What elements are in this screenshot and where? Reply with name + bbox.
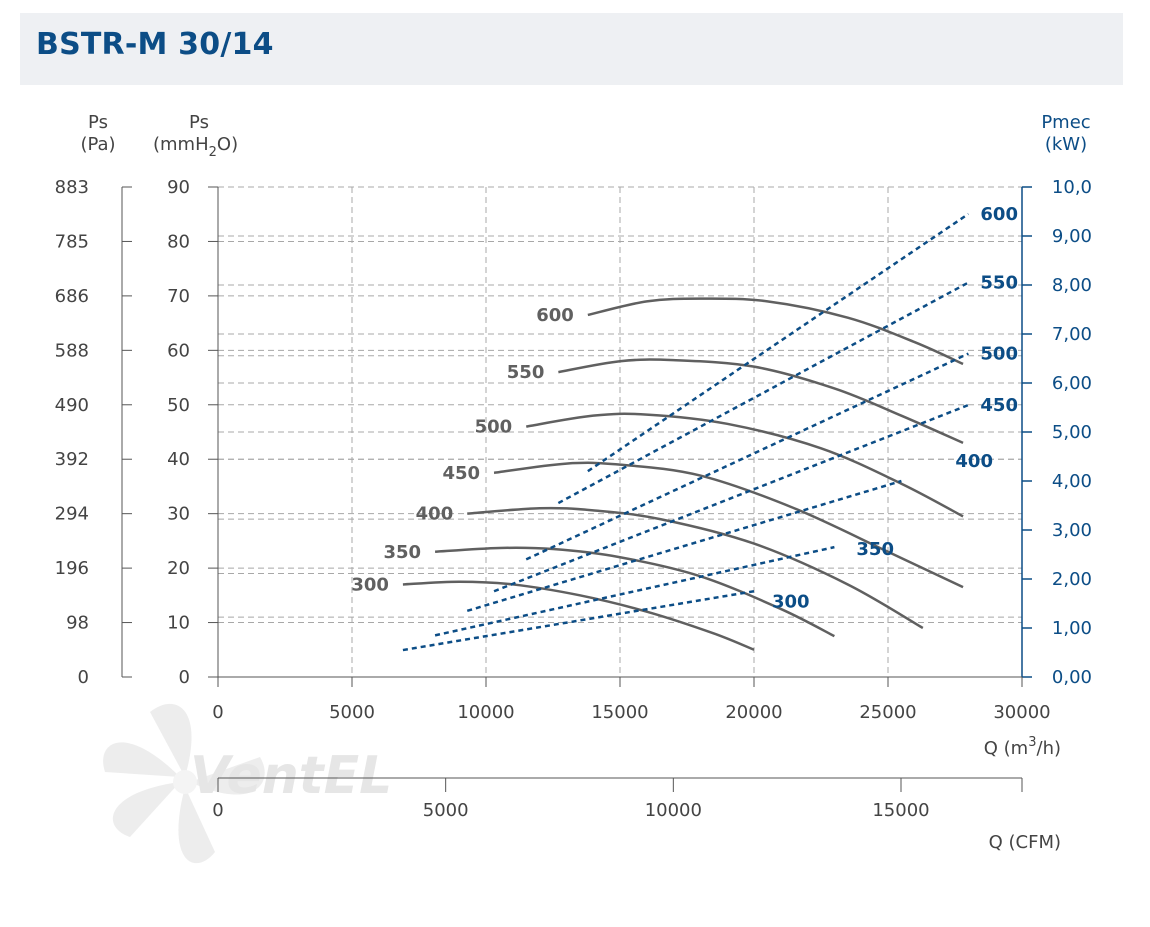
kw-tick-label: 10,0	[1052, 177, 1092, 198]
x-tick-label: 0	[212, 702, 223, 723]
mmh2o-axis-unit: (mmH2O)	[153, 134, 238, 160]
power-curve-400	[466, 479, 902, 613]
pa-tick-label: 392	[55, 449, 89, 470]
tick-labels: 0 0 10 98 20 196 30 294 40 392 50 490 60 588 70 686 80 78…	[55, 177, 1092, 821]
q-cfm-axis-title: Q (CFM)	[989, 832, 1061, 853]
x-tick-label: 20000	[725, 702, 782, 723]
kw-axis-title: Pmec	[1041, 112, 1090, 133]
cfm-tick-label: 15000	[872, 800, 929, 821]
kw-tick-label: 4,00	[1052, 471, 1092, 492]
pa-tick-label: 294	[55, 504, 89, 525]
pressure-curve-450	[493, 461, 964, 589]
kw-tick-label: 9,00	[1052, 226, 1092, 247]
mmh2o-axis-title: Ps	[189, 112, 209, 133]
axes	[121, 186, 1032, 792]
power-curve-label: 350	[856, 539, 894, 560]
power-curve-label: 550	[980, 273, 1018, 294]
pa-tick-label: 98	[66, 613, 89, 634]
pressure-curve-label: 400	[416, 504, 454, 525]
q-m3h-axis-title: Q (m3/h)	[984, 735, 1061, 759]
power-curve-450	[493, 403, 969, 593]
power-curve-label: 400	[955, 451, 993, 472]
power-curve-label: 300	[772, 591, 810, 612]
power-curve-label: 450	[980, 395, 1018, 416]
pa-tick-label: 0	[78, 667, 89, 688]
y-tick-label: 90	[167, 177, 190, 198]
pressure-curve-label: 300	[351, 574, 389, 595]
pressure-curve-label: 500	[475, 417, 513, 438]
pa-tick-label: 588	[55, 340, 89, 361]
x-tick-label: 15000	[591, 702, 648, 723]
pressure-curve-label: 350	[384, 542, 422, 563]
pa-tick-label: 196	[55, 558, 89, 579]
kw-tick-label: 1,00	[1052, 618, 1092, 639]
y-tick-label: 60	[167, 340, 190, 361]
y-tick-label: 20	[167, 558, 190, 579]
pa-tick-label: 883	[55, 177, 89, 198]
pa-axis-unit: (Pa)	[80, 134, 115, 155]
pa-tick-label: 490	[55, 395, 89, 416]
pressure-curve-label: 450	[442, 463, 480, 484]
cfm-tick-label: 10000	[645, 800, 702, 821]
pressure-curve-label: 550	[507, 362, 545, 383]
y-tick-label: 40	[167, 449, 190, 470]
y-tick-label: 50	[167, 395, 190, 416]
y-tick-label: 0	[179, 667, 190, 688]
y-tick-label: 80	[167, 231, 190, 252]
watermark-text: VentEL	[190, 746, 392, 806]
power-curve-550	[557, 281, 969, 505]
pressure-curve-label: 600	[536, 305, 574, 326]
cfm-tick-label: 0	[212, 800, 223, 821]
ventel-watermark: VentEL	[103, 703, 392, 864]
kw-axis-unit: (kW)	[1045, 134, 1087, 155]
pressure-curve-350	[435, 546, 835, 638]
kw-tick-label: 5,00	[1052, 422, 1092, 443]
kw-tick-label: 0,00	[1052, 667, 1092, 688]
x-tick-label: 5000	[329, 702, 375, 723]
kw-tick-label: 3,00	[1052, 520, 1092, 541]
cfm-tick-label: 5000	[423, 800, 469, 821]
kw-tick-label: 6,00	[1052, 373, 1092, 394]
pressure-curve-600	[587, 297, 964, 366]
pressure-curve-500	[525, 412, 964, 518]
kw-tick-label: 2,00	[1052, 569, 1092, 590]
fan-blade-icon	[103, 703, 265, 864]
pa-tick-label: 686	[55, 286, 89, 307]
pa-tick-label: 785	[55, 231, 89, 252]
kw-tick-label: 7,00	[1052, 324, 1092, 345]
power-curve-300	[402, 590, 755, 652]
x-tick-label: 30000	[993, 702, 1050, 723]
power-curve-label: 600	[980, 204, 1018, 225]
x-tick-label: 25000	[859, 702, 916, 723]
pressure-curve-400	[467, 506, 924, 630]
pressure-curve-550	[558, 358, 964, 445]
pressure-curve-300	[402, 580, 755, 651]
y-tick-label: 70	[167, 286, 190, 307]
y-tick-label: 30	[167, 504, 190, 525]
power-curve-500	[525, 352, 969, 561]
power-curve-label: 500	[980, 344, 1018, 365]
chart-title: BSTR-M 30/14	[36, 27, 274, 62]
y-tick-label: 10	[167, 613, 190, 634]
chart-header: BSTR-M 30/14	[20, 13, 1123, 85]
power-curve-600	[587, 212, 970, 473]
pa-axis-title: Ps	[88, 112, 108, 133]
kw-tick-label: 8,00	[1052, 275, 1092, 296]
power-curves: 300 350 400 450 500 550 600	[402, 204, 1018, 652]
pressure-curves: 300 350 400 450 500 550 600	[351, 297, 964, 651]
x-tick-label: 10000	[457, 702, 514, 723]
